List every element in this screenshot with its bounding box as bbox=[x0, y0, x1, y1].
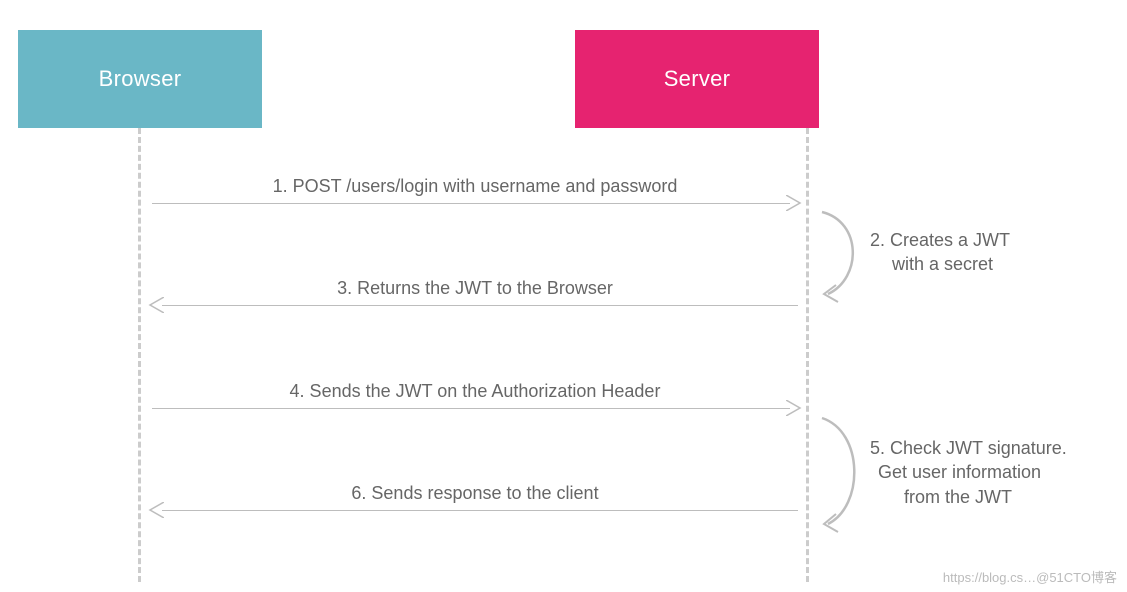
message-4-line bbox=[152, 408, 790, 409]
message-3-line bbox=[162, 305, 798, 306]
arc5-line2: Get user information bbox=[870, 460, 1127, 484]
message-3-arrowhead bbox=[148, 297, 164, 313]
node-browser: Browser bbox=[18, 30, 262, 128]
arc5-line3: from the JWT bbox=[870, 485, 1127, 509]
node-server-label: Server bbox=[664, 66, 731, 92]
watermark-text: https://blog.cs…@51CTO博客 bbox=[943, 567, 1117, 586]
lifeline-server bbox=[806, 128, 809, 582]
arc2-line2: with a secret bbox=[870, 252, 1110, 276]
lifeline-browser bbox=[138, 128, 141, 582]
message-4-arrowhead bbox=[786, 400, 802, 416]
message-4-label: 4. Sends the JWT on the Authorization He… bbox=[152, 381, 798, 402]
self-arc-2-label: 2. Creates a JWT with a secret bbox=[870, 228, 1110, 277]
arc5-line1: 5. Check JWT signature. bbox=[870, 436, 1127, 460]
message-6-arrowhead bbox=[148, 502, 164, 518]
message-1-arrowhead bbox=[786, 195, 802, 211]
message-1-label: 1. POST /users/login with username and p… bbox=[152, 176, 798, 197]
self-arc-5-label: 5. Check JWT signature. Get user informa… bbox=[870, 436, 1127, 509]
self-arc-2 bbox=[818, 208, 878, 306]
message-6-label: 6. Sends response to the client bbox=[152, 483, 798, 504]
node-browser-label: Browser bbox=[99, 66, 182, 92]
message-3-label: 3. Returns the JWT to the Browser bbox=[152, 278, 798, 299]
arc2-line1: 2. Creates a JWT bbox=[870, 228, 1110, 252]
node-server: Server bbox=[575, 30, 819, 128]
message-6-line bbox=[162, 510, 798, 511]
self-arc-5 bbox=[818, 414, 878, 536]
message-1-line bbox=[152, 203, 790, 204]
